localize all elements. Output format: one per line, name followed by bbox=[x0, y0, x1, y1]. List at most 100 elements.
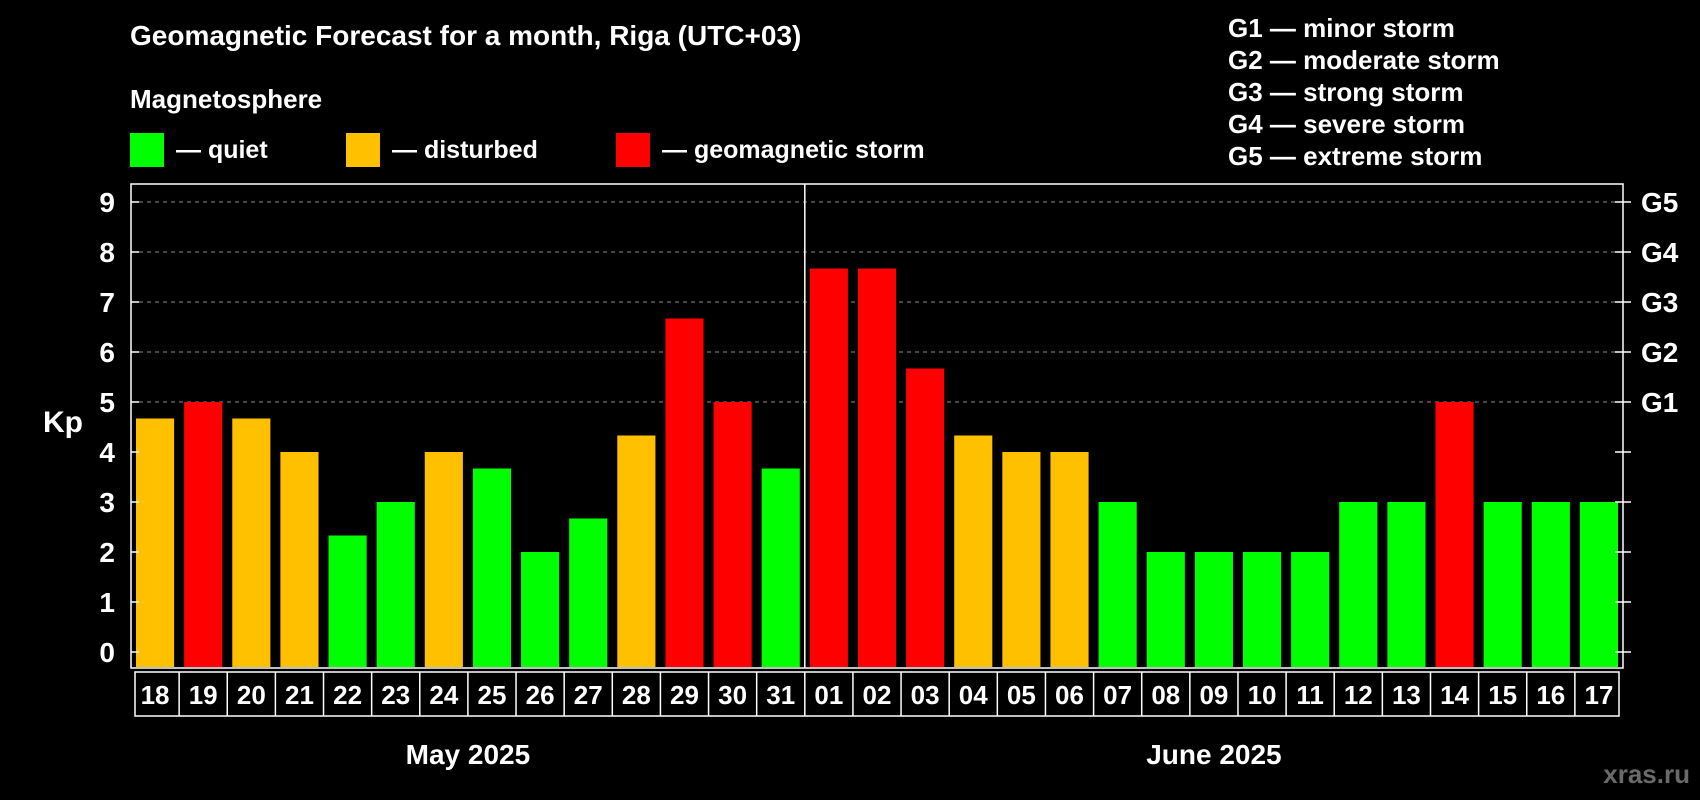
bar-15 bbox=[1483, 502, 1522, 667]
bar-22 bbox=[328, 535, 367, 667]
bar-12 bbox=[1339, 502, 1378, 667]
legend-swatch-disturbed bbox=[346, 133, 380, 167]
bar-04 bbox=[954, 435, 993, 667]
x-tick-label-05: 05 bbox=[1007, 680, 1036, 710]
legend-item-storm: — geomagnetic storm bbox=[616, 133, 925, 167]
right-tick-label-g5: G5 bbox=[1641, 187, 1678, 218]
bar-02 bbox=[857, 268, 897, 667]
x-tick-label-02: 02 bbox=[863, 680, 892, 710]
y-tick-label-3: 3 bbox=[99, 487, 115, 518]
x-tick-label-29: 29 bbox=[670, 680, 699, 710]
x-tick-label-03: 03 bbox=[911, 680, 940, 710]
bar-29 bbox=[665, 318, 704, 667]
legend-item-disturbed: — disturbed bbox=[346, 133, 538, 167]
x-tick-label-04: 04 bbox=[959, 680, 988, 710]
y-tick-label-9: 9 bbox=[99, 187, 115, 218]
x-tick-label-16: 16 bbox=[1536, 680, 1565, 710]
g-legend-g3: G3 — strong storm bbox=[1228, 77, 1464, 107]
chart-title: Geomagnetic Forecast for a month, Riga (… bbox=[130, 20, 802, 51]
day-label-box bbox=[134, 671, 1620, 717]
month-label-0: May 2025 bbox=[406, 739, 531, 770]
bar-06 bbox=[1050, 452, 1089, 667]
bar-08 bbox=[1146, 552, 1185, 667]
bar-23 bbox=[376, 502, 415, 667]
g-legend-g1: G1 — minor storm bbox=[1228, 13, 1455, 43]
bar-03 bbox=[906, 368, 945, 667]
x-tick-label-15: 15 bbox=[1488, 680, 1517, 710]
watermark: xras.ru bbox=[1603, 759, 1690, 789]
y-tick-label-2: 2 bbox=[99, 537, 115, 568]
y-axis-label: Kp bbox=[43, 406, 83, 439]
bar-17 bbox=[1579, 502, 1618, 667]
right-tick-label-g4: G4 bbox=[1641, 237, 1679, 268]
month-label-1: June 2025 bbox=[1146, 739, 1281, 770]
bar-30 bbox=[713, 402, 752, 667]
x-tick-label-28: 28 bbox=[622, 680, 651, 710]
g-legend-g4: G4 — severe storm bbox=[1228, 109, 1466, 139]
x-tick-label-07: 07 bbox=[1103, 680, 1132, 710]
x-tick-label-25: 25 bbox=[478, 680, 507, 710]
legend-swatch-quiet bbox=[130, 133, 164, 167]
bar-10 bbox=[1242, 552, 1282, 667]
y-tick-label-0: 0 bbox=[99, 637, 115, 668]
x-tick-label-19: 19 bbox=[189, 680, 218, 710]
bar-24 bbox=[424, 452, 463, 667]
x-tick-label-20: 20 bbox=[237, 680, 266, 710]
legend-item-quiet: — quiet bbox=[130, 133, 268, 167]
y-tick-label-5: 5 bbox=[99, 387, 115, 418]
x-tick-label-09: 09 bbox=[1199, 680, 1228, 710]
bar-11 bbox=[1291, 552, 1330, 667]
x-tick-label-11: 11 bbox=[1296, 680, 1324, 710]
y-tick-label-8: 8 bbox=[99, 237, 115, 268]
bar-20 bbox=[232, 418, 271, 667]
x-tick-label-23: 23 bbox=[381, 680, 410, 710]
bar-09 bbox=[1194, 552, 1233, 667]
bar-27 bbox=[569, 518, 608, 667]
x-tick-label-27: 27 bbox=[574, 680, 603, 710]
legend-swatch-storm bbox=[616, 133, 650, 167]
y-tick-label-4: 4 bbox=[99, 437, 115, 468]
bar-18 bbox=[136, 418, 175, 667]
plot-border bbox=[130, 183, 1624, 669]
x-tick-label-12: 12 bbox=[1344, 680, 1373, 710]
x-tick-label-18: 18 bbox=[141, 680, 170, 710]
x-tick-label-24: 24 bbox=[429, 680, 458, 710]
right-tick-label-g3: G3 bbox=[1641, 287, 1678, 318]
x-tick-label-06: 06 bbox=[1055, 680, 1084, 710]
g-scale-legend: G1 — minor storm G2 — moderate storm G3 … bbox=[1228, 12, 1500, 172]
bar-16 bbox=[1531, 502, 1570, 667]
x-tick-label-31: 31 bbox=[766, 680, 795, 710]
bar-25 bbox=[472, 468, 512, 667]
bar-07 bbox=[1098, 502, 1137, 667]
x-tick-label-13: 13 bbox=[1392, 680, 1421, 710]
bar-31 bbox=[761, 468, 800, 667]
x-tick-label-21: 21 bbox=[285, 680, 314, 710]
x-tick-label-30: 30 bbox=[718, 680, 747, 710]
legend-label-disturbed: — disturbed bbox=[392, 135, 538, 164]
bar-01 bbox=[809, 268, 848, 667]
legend-label-storm: — geomagnetic storm bbox=[662, 135, 925, 164]
bar-14 bbox=[1435, 402, 1474, 667]
x-tick-label-08: 08 bbox=[1151, 680, 1180, 710]
bar-28 bbox=[617, 435, 656, 667]
legend-label-quiet: — quiet bbox=[176, 135, 268, 164]
bar-19 bbox=[184, 402, 223, 667]
bar-26 bbox=[521, 552, 560, 667]
bar-13 bbox=[1387, 502, 1426, 667]
bar-05 bbox=[1002, 452, 1041, 667]
y-tick-label-1: 1 bbox=[99, 587, 115, 618]
y-tick-label-6: 6 bbox=[99, 337, 115, 368]
x-tick-label-01: 01 bbox=[814, 680, 843, 710]
x-tick-label-10: 10 bbox=[1248, 680, 1277, 710]
x-tick-label-17: 17 bbox=[1584, 680, 1613, 710]
right-tick-label-g1: G1 bbox=[1641, 387, 1678, 418]
x-tick-label-26: 26 bbox=[526, 680, 555, 710]
magnetosphere-title: Magnetosphere bbox=[130, 84, 323, 114]
x-tick-label-14: 14 bbox=[1440, 680, 1469, 710]
g-legend-g2: G2 — moderate storm bbox=[1228, 45, 1500, 75]
right-tick-label-g2: G2 bbox=[1641, 337, 1678, 368]
x-tick-label-22: 22 bbox=[333, 680, 362, 710]
y-tick-label-7: 7 bbox=[99, 287, 115, 318]
g-legend-g5: G5 — extreme storm bbox=[1228, 141, 1483, 171]
